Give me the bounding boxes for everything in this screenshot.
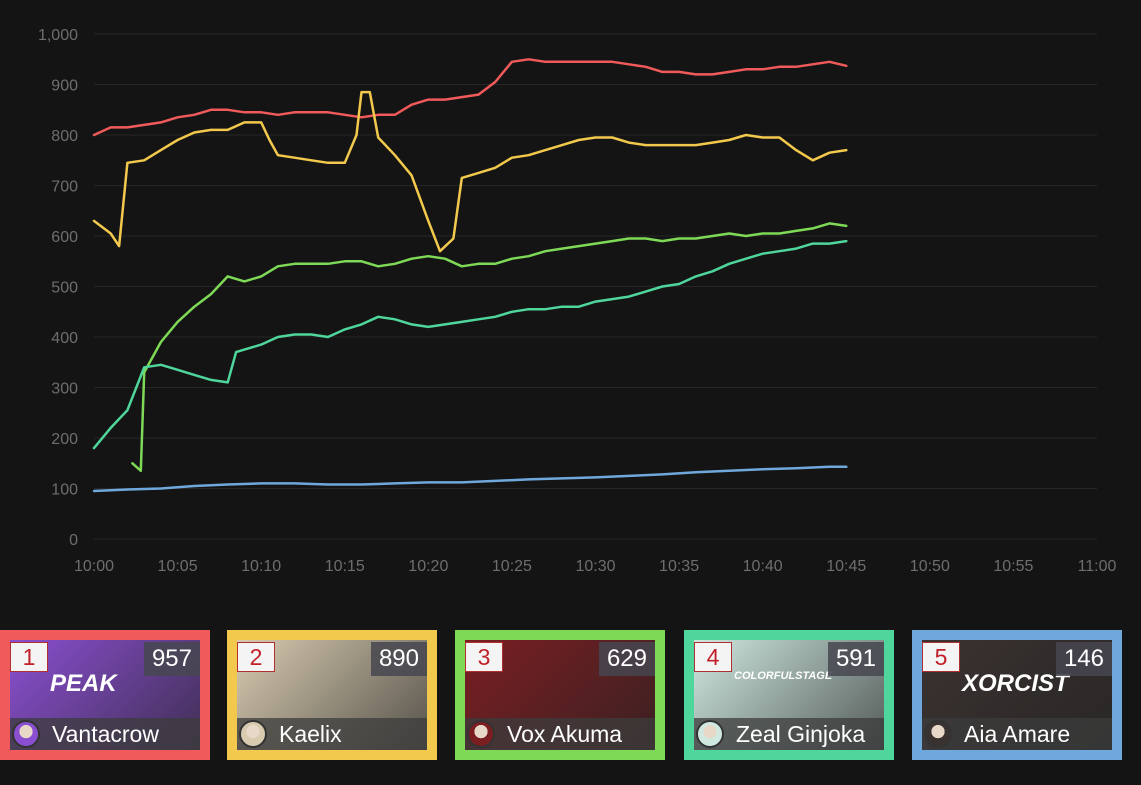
avatar	[924, 720, 952, 748]
y-tick-label: 400	[51, 330, 78, 347]
streamer-name: Kaelix	[279, 721, 342, 747]
x-tick-label: 10:05	[158, 558, 198, 575]
x-tick-label: 10:20	[408, 558, 448, 575]
name-bar: Kaelix	[237, 718, 427, 750]
thumbnail-title: XORCIST	[962, 670, 1069, 697]
series-line-4	[92, 239, 848, 450]
x-tick-label: 10:45	[826, 558, 866, 575]
viewer-count: 957	[143, 642, 200, 676]
viewer-count: 146	[1055, 642, 1112, 676]
viewer-count: 890	[370, 642, 427, 676]
thumbnail-title: PEAK	[50, 670, 117, 697]
y-tick-label: 1,000	[38, 27, 78, 44]
y-tick-label: 500	[51, 280, 78, 297]
avatar	[696, 720, 724, 748]
y-tick-label: 200	[51, 431, 78, 448]
x-tick-label: 11:00	[1078, 558, 1117, 575]
leaderboard-card[interactable]: XORCIST 5 146 Aia Amare	[912, 630, 1122, 760]
series-line-1	[92, 58, 848, 137]
name-bar: Zeal Ginjoka	[694, 718, 884, 750]
leaderboard-card[interactable]: PEAK 1 957 Vantacrow	[0, 630, 210, 760]
y-tick-label: 600	[51, 229, 78, 246]
leaderboard-card[interactable]: COLORFULSTAGE 4 591 Zeal Ginjoka	[684, 630, 894, 760]
streamer-name: Zeal Ginjoka	[736, 721, 866, 747]
x-tick-label: 10:10	[241, 558, 281, 575]
y-tick-label: 0	[69, 532, 78, 549]
series-line-5	[92, 465, 848, 493]
rank-badge: 1	[10, 642, 48, 672]
x-tick-label: 10:30	[575, 558, 615, 575]
thumbnail-title: COLORFULSTAGE	[734, 670, 833, 682]
name-bar: Vox Akuma	[465, 718, 655, 750]
y-axis: 0 100 200 300 400 500 600 700 800 900 1,000	[38, 27, 78, 549]
x-tick-label: 10:40	[743, 558, 783, 575]
rank-badge: 4	[694, 642, 732, 672]
y-tick-label: 700	[51, 179, 78, 196]
series-line-3	[131, 222, 848, 473]
rank-badge: 2	[237, 642, 275, 672]
viewer-count: 629	[598, 642, 655, 676]
avatar	[467, 720, 495, 748]
leaderboard-card[interactable]: 2 890 Kaelix	[227, 630, 437, 760]
rank-badge: 3	[465, 642, 503, 672]
series-lines	[92, 58, 848, 493]
rank-badge: 5	[922, 642, 960, 672]
viewer-count: 591	[827, 642, 884, 676]
series-line-2	[92, 90, 848, 253]
x-tick-label: 10:55	[993, 558, 1033, 575]
x-tick-label: 10:35	[659, 558, 699, 575]
y-tick-label: 800	[51, 128, 78, 145]
y-tick-label: 900	[51, 78, 78, 95]
name-bar: Aia Amare	[922, 718, 1112, 750]
avatar	[12, 720, 40, 748]
grid	[94, 33, 1097, 540]
x-axis: 10:00 10:05 10:10 10:15 10:20 10:25 10:30 10:35…	[74, 558, 1117, 575]
streamer-name: Aia Amare	[964, 721, 1071, 747]
x-tick-label: 10:50	[910, 558, 950, 575]
y-tick-label: 300	[51, 381, 78, 398]
name-bar: Vantacrow	[10, 718, 200, 750]
streamer-name: Vantacrow	[52, 721, 159, 747]
leaderboard: PEAK 1 957 Vantacrow 2 890 Kaelix 3 629 Vox Akuma…	[0, 630, 1141, 760]
leaderboard-card[interactable]: 3 629 Vox Akuma	[455, 630, 665, 760]
avatar	[239, 720, 267, 748]
y-tick-label: 100	[51, 482, 78, 499]
x-tick-label: 10:00	[74, 558, 114, 575]
x-tick-label: 10:15	[325, 558, 365, 575]
x-tick-label: 10:25	[492, 558, 532, 575]
streamer-name: Vox Akuma	[507, 721, 623, 747]
